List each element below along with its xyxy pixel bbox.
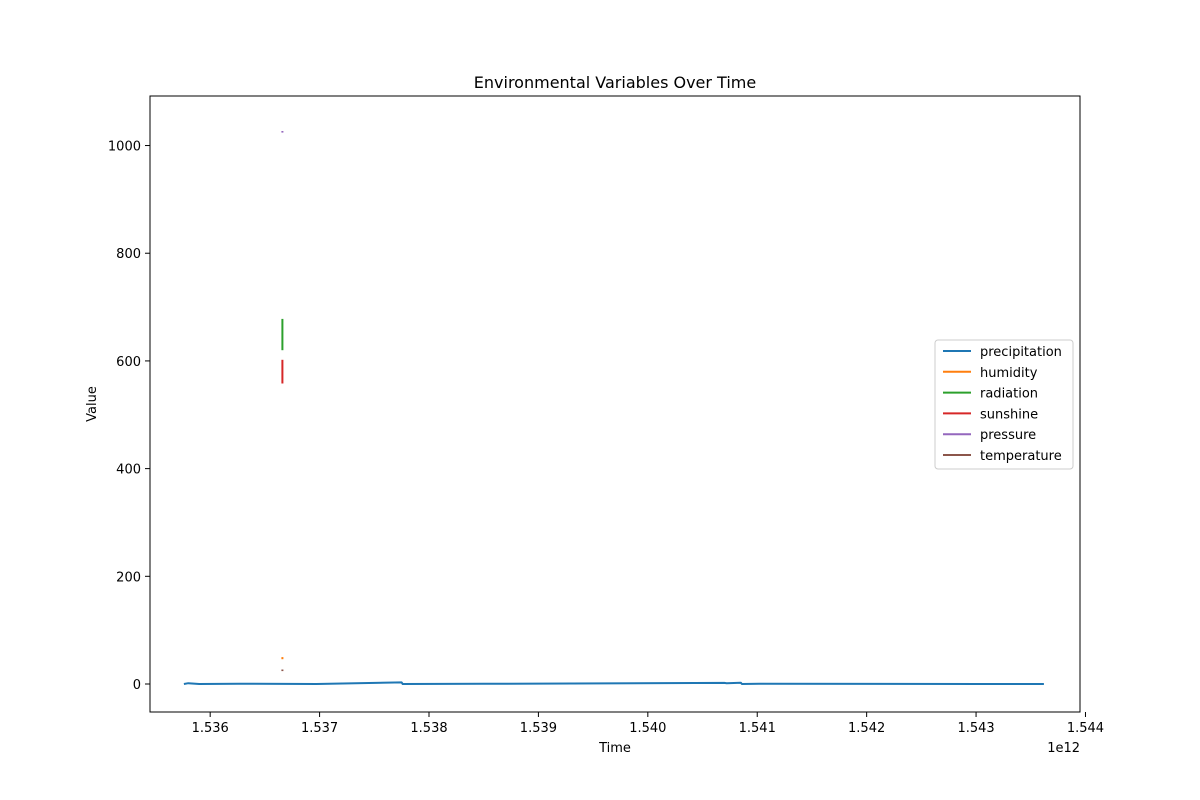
x-tick-label: 1.543 xyxy=(957,721,994,736)
legend-label-temperature: temperature xyxy=(980,449,1062,464)
y-axis-title: Value xyxy=(85,386,100,422)
plot-lines xyxy=(183,131,1044,685)
plot-frame xyxy=(149,95,1081,713)
x-tick-label: 1.538 xyxy=(410,721,447,736)
x-tick-label: 1.541 xyxy=(739,721,776,736)
legend-label-precipitation: precipitation xyxy=(980,345,1062,360)
x-tick-label: 1.539 xyxy=(520,721,557,736)
legend-label-radiation: radiation xyxy=(980,387,1038,402)
chart-title: Environmental Variables Over Time xyxy=(474,73,756,92)
y-tick-label: 200 xyxy=(116,570,141,585)
y-tick-label: 600 xyxy=(116,355,141,370)
y-tick-label: 800 xyxy=(116,247,141,262)
series-line-precipitation xyxy=(183,681,1044,685)
legend-label-pressure: pressure xyxy=(980,428,1036,443)
y-tick-label: 1000 xyxy=(108,140,141,155)
legend: precipitation humidity radiation sunshine pr… xyxy=(934,339,1074,470)
y-axis: 0 200 400 600 800 1000 xyxy=(108,140,150,693)
x-tick-label: 1.536 xyxy=(192,721,229,736)
legend-label-humidity: humidity xyxy=(980,366,1038,381)
legend-label-sunshine: sunshine xyxy=(980,407,1038,422)
x-axis-offset-label: 1e12 xyxy=(1047,741,1080,756)
y-tick-label: 0 xyxy=(133,678,141,693)
x-tick-label: 1.537 xyxy=(301,721,338,736)
x-tick-label: 1.542 xyxy=(848,721,885,736)
x-tick-label: 1.540 xyxy=(629,721,666,736)
y-tick-label: 400 xyxy=(116,463,141,478)
x-axis: 1.536 1.537 1.538 1.539 1.540 1.541 1.542 1.543… xyxy=(192,712,1104,736)
x-tick-label: 1.544 xyxy=(1067,721,1104,736)
x-axis-title: Time xyxy=(598,741,631,756)
